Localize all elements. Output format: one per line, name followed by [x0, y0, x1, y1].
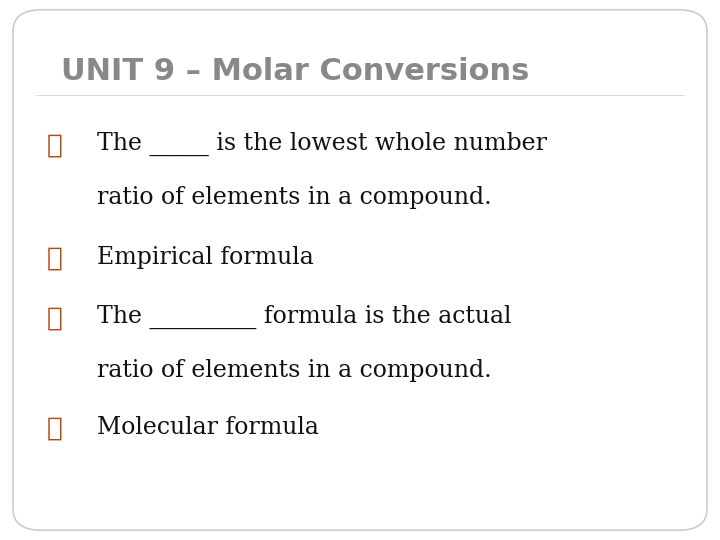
Text: ratio of elements in a compound.: ratio of elements in a compound.	[97, 186, 492, 210]
Text: The _________ formula is the actual: The _________ formula is the actual	[97, 305, 512, 329]
Text: ❋: ❋	[47, 416, 63, 441]
Text: ratio of elements in a compound.: ratio of elements in a compound.	[97, 359, 492, 382]
Text: ❋: ❋	[47, 132, 63, 157]
Text: ❋: ❋	[47, 246, 63, 271]
Text: Empirical formula: Empirical formula	[97, 246, 314, 269]
Text: The _____ is the lowest whole number: The _____ is the lowest whole number	[97, 132, 547, 157]
Text: ❋: ❋	[47, 305, 63, 330]
FancyBboxPatch shape	[13, 10, 707, 530]
Text: UNIT 9 – Molar Conversions: UNIT 9 – Molar Conversions	[61, 57, 530, 86]
Text: Molecular formula: Molecular formula	[97, 416, 319, 439]
